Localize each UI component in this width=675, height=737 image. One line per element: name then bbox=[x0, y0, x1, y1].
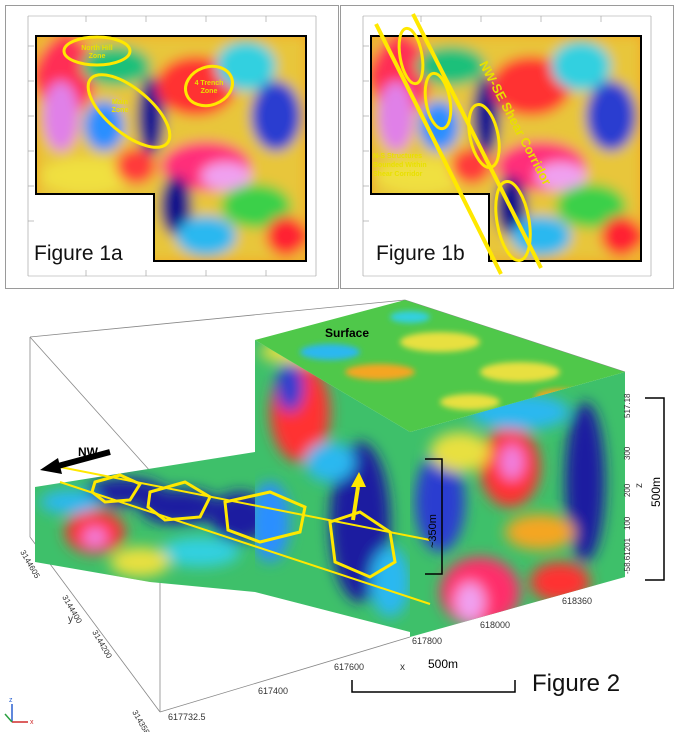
magnetic-field-map bbox=[371, 36, 641, 261]
depth-bracket bbox=[425, 458, 443, 575]
figure-2-label: Figure 2 bbox=[532, 670, 621, 697]
map-grid-ticks bbox=[27, 15, 317, 277]
triad-label: z bbox=[9, 697, 13, 704]
vertical-scale-bracket bbox=[645, 397, 665, 581]
axis-triad-icon: z x bbox=[4, 697, 34, 726]
zone-label: Zone bbox=[201, 88, 218, 95]
figure-1b-label: Figure 1b bbox=[376, 242, 465, 265]
north-hill-zone-outline bbox=[62, 35, 132, 67]
x-tick-label: 618360 bbox=[562, 596, 592, 606]
x-tick-label: 617800 bbox=[412, 636, 442, 646]
y-tick-label: 3143588 bbox=[130, 709, 154, 733]
figure-2-svg: NW Surface ~350m 500m 500m 617732.5 6174… bbox=[4, 299, 665, 737]
figure-2-block-model: NW Surface ~350m 500m 500m 617732.5 6174… bbox=[0, 292, 675, 737]
nw-arrow-icon bbox=[40, 449, 111, 474]
z-tick-label: -58.61201 bbox=[623, 537, 632, 574]
corridor-line bbox=[59, 466, 431, 541]
zone-label: 4 Trench bbox=[195, 80, 224, 87]
x-tick-label: 617400 bbox=[258, 686, 288, 696]
structure-outline bbox=[223, 490, 307, 544]
x-axis: 617732.5 617400 617600 617800 618000 618… bbox=[168, 596, 592, 722]
structures-label: Bounded Within bbox=[373, 162, 427, 169]
figure-1a-svg: North Hill Zone Main Zone 4 Trench Zone bbox=[27, 15, 317, 277]
triad-label: x bbox=[30, 719, 34, 726]
ns-structure-outline bbox=[467, 103, 501, 169]
4-trench-zone-outline bbox=[184, 64, 234, 108]
uplift-arrow bbox=[351, 472, 366, 521]
zone-label: Zone bbox=[112, 107, 129, 114]
z-axis: 517.18 300 200 100 -58.61201 z bbox=[623, 393, 645, 574]
horizontal-scale-label: 500m bbox=[428, 657, 458, 671]
zone-label: Main bbox=[112, 99, 128, 106]
structures-label: N-S Structures bbox=[373, 153, 422, 160]
figure-1b-svg: NW-SE Shear Corridor N-S Structures Boun… bbox=[362, 13, 652, 277]
corridor-line bbox=[59, 481, 431, 605]
z-tick-label: 517.18 bbox=[623, 393, 632, 418]
x-tick-label: 618000 bbox=[480, 620, 510, 630]
map-grid-ticks bbox=[362, 15, 652, 277]
z-axis-title: z bbox=[634, 483, 645, 488]
structure-outline bbox=[146, 480, 212, 522]
nw-label: NW bbox=[78, 445, 99, 459]
zone-label: North Hill bbox=[81, 45, 113, 52]
survey-boundary bbox=[370, 35, 642, 262]
surface-label: Surface bbox=[325, 326, 369, 340]
main-zone-outline bbox=[86, 73, 172, 149]
block-right-face bbox=[410, 372, 625, 637]
z-tick-label: 200 bbox=[623, 483, 632, 497]
shear-corridor-line bbox=[374, 23, 503, 275]
x-tick-label: 617600 bbox=[334, 662, 364, 672]
z-tick-label: 300 bbox=[623, 446, 632, 460]
survey-boundary bbox=[35, 35, 307, 262]
x-tick-label: 617732.5 bbox=[168, 712, 206, 722]
ns-structure-outline bbox=[423, 71, 453, 131]
ns-structure-outline bbox=[494, 180, 532, 262]
x-axis-title: x bbox=[400, 662, 405, 673]
z-tick-label: 100 bbox=[623, 516, 632, 530]
horizontal-scale-bracket bbox=[351, 680, 516, 693]
ns-structure-outline bbox=[397, 26, 425, 86]
zone-label: Zone bbox=[89, 53, 106, 60]
figure-1b-map: NW-SE Shear Corridor N-S Structures Boun… bbox=[340, 5, 674, 289]
depth-label: ~350m bbox=[427, 514, 439, 548]
magnetic-field-map bbox=[36, 36, 306, 261]
shear-corridor-line bbox=[411, 13, 543, 269]
structure-outline bbox=[328, 510, 397, 579]
y-axis-title: y bbox=[68, 614, 73, 625]
figure-1a-label: Figure 1a bbox=[34, 242, 123, 265]
structures-label: Shear Corridor bbox=[373, 171, 423, 178]
figure-1a-map: North Hill Zone Main Zone 4 Trench Zone … bbox=[5, 5, 339, 289]
y-tick-label: 3144200 bbox=[90, 629, 114, 661]
vertical-scale-label: 500m bbox=[649, 477, 663, 507]
